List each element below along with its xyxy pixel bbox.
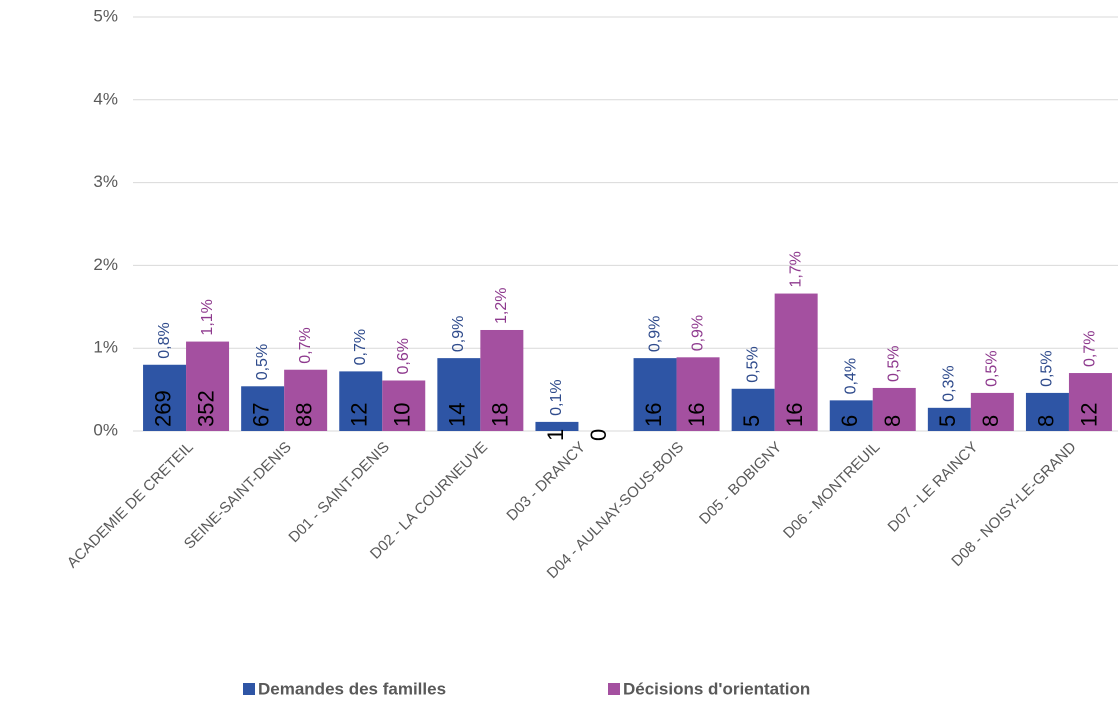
count-label: 14	[445, 403, 470, 427]
bar	[186, 341, 230, 431]
count-label: 16	[782, 403, 807, 427]
data-label: 0,7%	[1082, 331, 1099, 367]
legend-label: Décisions d'orientation	[623, 679, 810, 698]
x-tick-label: D05 - BOBIGNY	[696, 439, 785, 528]
data-label: 1,1%	[199, 299, 216, 335]
count-label: 18	[488, 403, 513, 427]
bar	[970, 392, 1014, 431]
legend-label: Demandes des familles	[258, 679, 446, 698]
count-label: 6	[837, 415, 862, 427]
data-label: 0,9%	[689, 315, 706, 351]
count-label: 12	[347, 403, 372, 427]
count-label: 269	[150, 390, 175, 427]
bar	[774, 293, 818, 431]
count-label: 67	[248, 403, 273, 427]
y-tick-label: 2%	[93, 255, 118, 274]
bar	[339, 371, 383, 431]
count-label: 12	[1076, 403, 1101, 427]
x-tick-label: SEINE-SAINT-DENIS	[181, 439, 295, 553]
count-label: 88	[291, 403, 316, 427]
legend-swatch	[243, 683, 255, 695]
bar	[382, 380, 426, 431]
count-label: 5	[935, 415, 960, 427]
x-tick-label: D07 - LE RAINCY	[885, 439, 982, 536]
legend-swatch	[608, 683, 620, 695]
count-label: 1	[543, 429, 568, 441]
bar	[829, 400, 873, 431]
bar	[872, 387, 916, 431]
bar	[676, 357, 720, 431]
data-label: 0,5%	[744, 346, 761, 382]
data-label: 0,5%	[254, 344, 271, 380]
data-label: 0,5%	[885, 345, 902, 381]
x-tick-label: D06 - MONTREUIL	[780, 439, 883, 542]
y-tick-label: 5%	[93, 6, 118, 25]
data-label: 0,9%	[450, 316, 467, 352]
y-tick-label: 1%	[93, 338, 118, 357]
bar	[633, 358, 677, 431]
bar	[143, 364, 187, 431]
count-label: 8	[880, 415, 905, 427]
count-label: 5	[739, 415, 764, 427]
bar	[1025, 392, 1069, 431]
data-label: 0,5%	[984, 350, 1001, 386]
bar	[241, 386, 285, 431]
count-label: 10	[390, 403, 415, 427]
count-label: 8	[978, 415, 1003, 427]
data-label: 1,2%	[493, 288, 510, 324]
data-label: 0,8%	[156, 322, 173, 358]
data-label: 0,3%	[941, 365, 958, 401]
data-label: 0,7%	[297, 327, 314, 363]
data-label: 0,1%	[548, 379, 565, 415]
data-label: 0,9%	[646, 316, 663, 352]
x-tick-label: D01 - SAINT-DENIS	[285, 439, 393, 547]
data-label: 0,6%	[395, 338, 412, 374]
bar	[1068, 373, 1112, 431]
y-tick-label: 4%	[93, 89, 118, 108]
data-label: 0,5%	[1039, 350, 1056, 386]
count-label: 0	[586, 429, 611, 441]
x-tick-label: D03 - DRANCY	[503, 439, 589, 525]
bar	[284, 369, 328, 431]
bar	[731, 388, 775, 431]
bar	[480, 329, 524, 431]
y-tick-label: 0%	[93, 420, 118, 439]
count-label: 16	[684, 403, 709, 427]
bar	[927, 407, 971, 431]
x-tick-label: ACADEMIE DE CRETEIL	[64, 439, 197, 572]
count-label: 352	[193, 390, 218, 427]
data-label: 1,7%	[787, 251, 804, 287]
count-label: 8	[1033, 415, 1058, 427]
y-tick-label: 3%	[93, 172, 118, 191]
data-label: 0,4%	[842, 358, 859, 394]
data-label: 0,7%	[352, 329, 369, 365]
count-label: 16	[641, 403, 666, 427]
bar	[535, 421, 579, 431]
bar	[437, 358, 481, 431]
